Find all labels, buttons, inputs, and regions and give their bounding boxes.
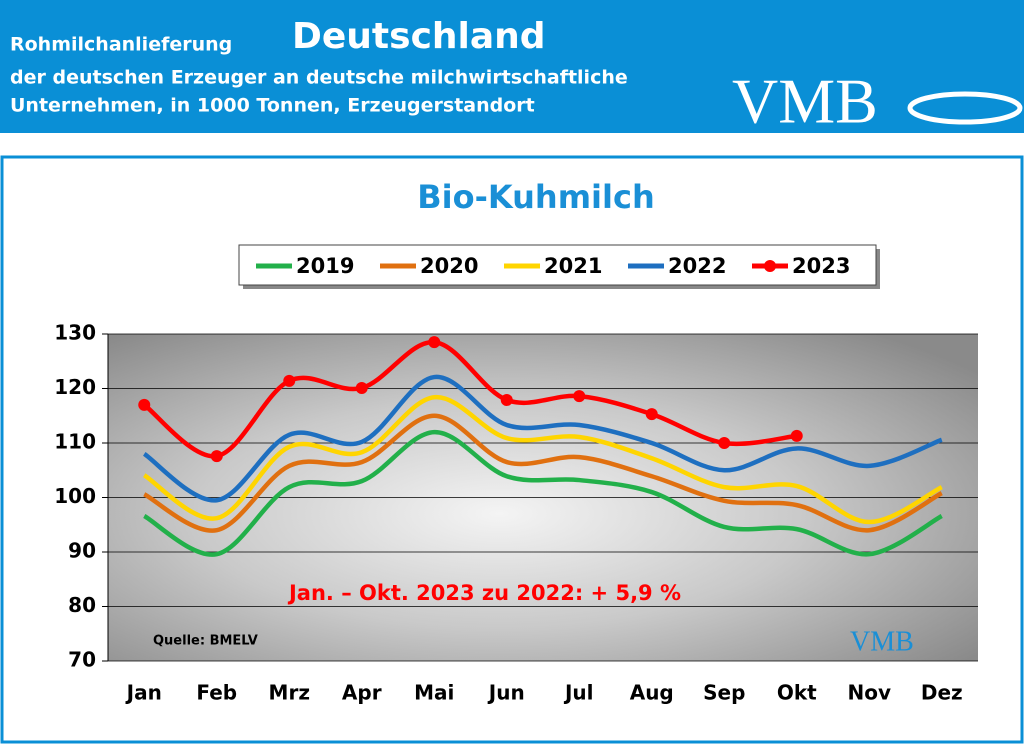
y-tick-label: 110 bbox=[54, 430, 96, 454]
header-small: Rohmilchanlieferung bbox=[10, 34, 232, 56]
header-big: Deutschland bbox=[292, 16, 546, 57]
chart-title: Bio-Kuhmilch bbox=[417, 178, 654, 216]
source: Quelle: BMELV bbox=[153, 634, 258, 649]
x-tick-label: Jul bbox=[563, 681, 594, 705]
legend-label: 2022 bbox=[668, 254, 726, 278]
point bbox=[645, 408, 658, 421]
y-tick-label: 120 bbox=[54, 375, 96, 399]
header-line: Unternehmen, in 1000 Tonnen, Erzeugersta… bbox=[10, 95, 535, 117]
series-line bbox=[143, 413, 943, 533]
y-tick-label: 70 bbox=[68, 648, 96, 672]
x-tick-label: Aug bbox=[630, 681, 674, 705]
series-line bbox=[143, 429, 943, 557]
header-line: der deutschen Erzeuger an deutsche milch… bbox=[10, 67, 628, 89]
legend-label: 2021 bbox=[544, 254, 602, 278]
header-band bbox=[0, 0, 1024, 133]
legend-marker bbox=[764, 260, 776, 272]
point bbox=[210, 450, 223, 463]
x-tick-label: Jan bbox=[125, 681, 162, 705]
point bbox=[790, 429, 803, 442]
y-tick-label: 130 bbox=[54, 321, 96, 345]
annotation: Jan. – Okt. 2023 zu 2022: + 5,9 % bbox=[287, 581, 681, 605]
point bbox=[283, 374, 296, 387]
point bbox=[573, 390, 586, 403]
x-tick-label: Apr bbox=[342, 681, 382, 705]
x-tick-label: Jun bbox=[487, 681, 525, 705]
point bbox=[355, 381, 368, 394]
y-tick-label: 90 bbox=[68, 539, 96, 563]
x-tick-label: Okt bbox=[777, 681, 817, 705]
watermark: VMB bbox=[850, 626, 914, 657]
legend-label: 2019 bbox=[296, 254, 354, 278]
point bbox=[138, 398, 151, 411]
x-tick-label: Mai bbox=[414, 681, 454, 705]
logo: VMB bbox=[732, 66, 878, 137]
x-tick-label: Mrz bbox=[269, 681, 310, 705]
x-tick-label: Sep bbox=[703, 681, 745, 705]
series-line bbox=[142, 394, 943, 525]
series-line bbox=[142, 374, 943, 503]
point bbox=[500, 393, 513, 406]
legend-label: 2023 bbox=[792, 254, 850, 278]
x-tick-label: Feb bbox=[196, 681, 237, 705]
y-tick-label: 80 bbox=[68, 593, 96, 617]
series-line bbox=[142, 339, 798, 459]
point bbox=[428, 336, 441, 349]
x-tick-label: Dez bbox=[921, 681, 963, 705]
x-tick-label: Nov bbox=[847, 681, 891, 705]
logo-swirl bbox=[907, 91, 1023, 125]
point bbox=[718, 437, 731, 449]
legend-label: 2020 bbox=[420, 254, 478, 278]
y-tick-label: 100 bbox=[54, 484, 96, 508]
